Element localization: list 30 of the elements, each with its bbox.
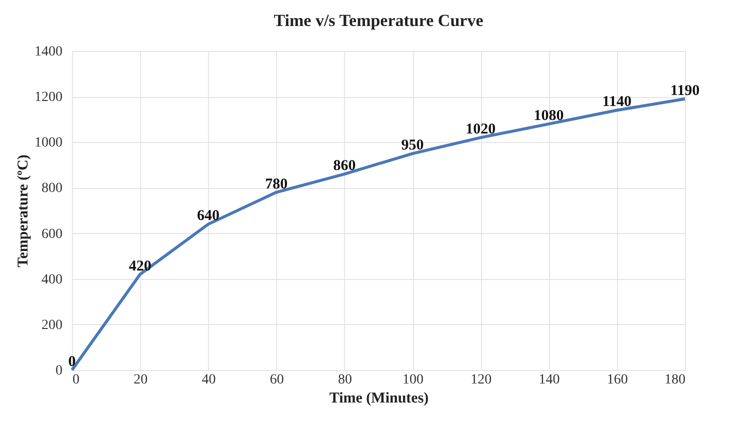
x-tick-label: 40 [202, 372, 216, 388]
y-tick-label: 600 [42, 226, 62, 242]
data-label: 1080 [534, 108, 564, 124]
x-tick-label: 80 [338, 372, 352, 388]
data-label: 420 [128, 258, 152, 274]
data-label: 1140 [602, 94, 632, 110]
y-axis-title: Temperature (ºC) [16, 154, 32, 268]
y-tick-label: 400 [42, 272, 62, 288]
x-tick-label: 180 [664, 372, 686, 388]
x-tick-label: 160 [606, 372, 628, 388]
x-tick-label: 20 [134, 372, 148, 388]
y-tick-label: 1000 [34, 136, 62, 151]
data-label: 640 [196, 208, 220, 224]
data-label: 860 [333, 158, 356, 174]
data-label: 0 [68, 354, 76, 370]
data-label: 950 [401, 138, 424, 154]
data-label: 1020 [466, 122, 496, 138]
y-tick-label: 200 [42, 318, 62, 333]
data-label: 1190 [670, 82, 700, 99]
y-tick-label: 800 [42, 181, 62, 196]
y-tick-label: 1200 [34, 90, 62, 106]
x-tick-label: 0 [72, 372, 80, 388]
x-tick-label: 140 [538, 372, 560, 388]
x-tick-label: 120 [470, 372, 492, 388]
y-tick-label: 1400 [34, 44, 62, 60]
x-tick-label: 100 [402, 372, 424, 388]
data-label: 780 [265, 176, 288, 192]
chart-title: Time v/s Temperature Curve [274, 11, 484, 30]
x-tick-label: 60 [270, 372, 284, 388]
x-axis-title: Time (Minutes) [329, 390, 429, 406]
